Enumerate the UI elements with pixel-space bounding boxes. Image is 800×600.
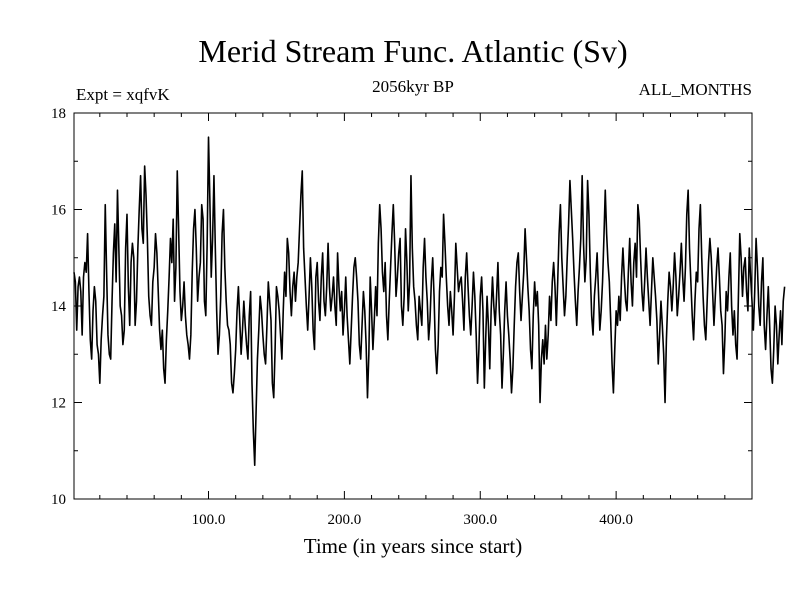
x-axis: 100.0 200.0 300.0 400.0 bbox=[99, 113, 726, 528]
series-line bbox=[73, 136, 786, 467]
y-tick-label: 14 bbox=[51, 299, 67, 315]
x-tick-label: 200.0 bbox=[328, 512, 362, 528]
x-tick-label: 100.0 bbox=[192, 512, 226, 528]
y-tick-label: 10 bbox=[51, 492, 66, 508]
x-tick-label: 400.0 bbox=[599, 512, 633, 528]
y-tick-label: 12 bbox=[51, 396, 66, 412]
period-label: 2056kyr BP bbox=[372, 77, 454, 96]
x-tick-label: 300.0 bbox=[463, 512, 497, 528]
months-label: ALL_MONTHS bbox=[639, 80, 752, 99]
y-tick-label: 16 bbox=[51, 203, 67, 219]
y-tick-label: 18 bbox=[51, 106, 66, 122]
x-axis-label: Time (in years since start) bbox=[304, 534, 523, 558]
chart-title: Merid Stream Func. Atlantic (Sv) bbox=[198, 33, 627, 69]
experiment-label: Expt = xqfvK bbox=[76, 85, 170, 104]
y-axis: 10 12 14 16 18 bbox=[51, 106, 752, 508]
